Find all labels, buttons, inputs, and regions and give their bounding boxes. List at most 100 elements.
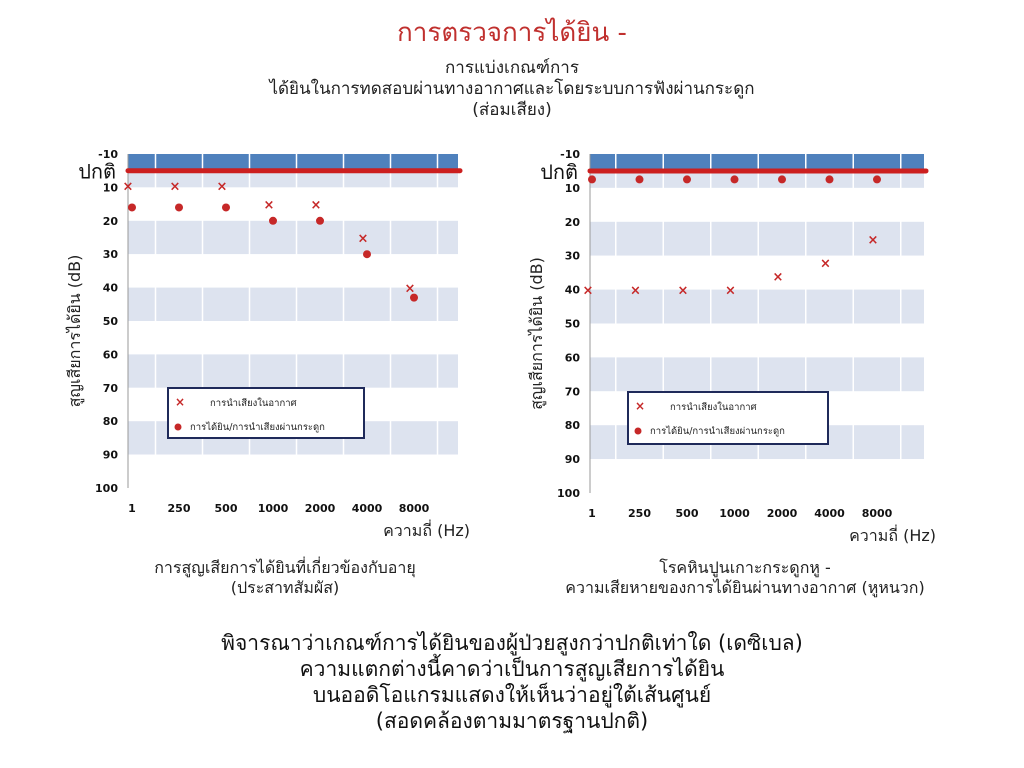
- page-subtitle: การแบ่งเกณฑ์การ ได้ยินในการทดสอบผ่านทางอ…: [0, 58, 1024, 121]
- y-tick-label: -10: [98, 148, 118, 161]
- grid-band: [590, 459, 924, 493]
- x-tick-label: 500: [676, 507, 699, 520]
- y-tick-label: 40: [565, 284, 581, 297]
- x-tick-label: 250: [168, 502, 191, 515]
- bone-conduction-point: [410, 293, 418, 302]
- air-conduction-point: ×: [630, 284, 641, 299]
- air-conduction-point: ×: [217, 180, 228, 195]
- grid-band: [128, 287, 458, 321]
- bone-conduction-point: [683, 175, 691, 184]
- air-conduction-point: ×: [868, 233, 879, 248]
- y-tick-label: 90: [565, 453, 581, 466]
- explanation-line-4: (สอดคล้องตามมาตรฐานปกติ): [375, 709, 649, 733]
- y-tick-label: -10: [560, 148, 580, 161]
- normal-line-label: ปกติ: [540, 160, 578, 184]
- caption-left-line-1: การสูญเสียการได้ยินที่เกี่ยวข้องกับอายุ: [154, 558, 416, 577]
- x-tick-label: 4000: [352, 502, 383, 515]
- legend-label: การนำเสียงในอากาศ: [670, 401, 757, 413]
- air-conduction-point: ×: [311, 198, 322, 213]
- y-tick-label: 10: [565, 182, 581, 195]
- caption-right: โรคหินปูนเกาะกระดูกหู - ความเสียหายของกา…: [520, 558, 970, 598]
- audiogram-chart-left: -10 10 20 30 40 50 60 70 80 90 100 1 250 500 1000 2000 4…: [65, 148, 470, 540]
- bone-conduction-point: [222, 203, 230, 212]
- air-conduction-point: ×: [123, 180, 134, 195]
- grid-band: [590, 255, 924, 290]
- grid-band: [590, 221, 924, 256]
- x-tick-label: 1000: [258, 502, 289, 515]
- x-tick-label: 1: [588, 507, 596, 520]
- bone-conduction-point: [730, 175, 739, 184]
- subtitle-line-1: การแบ่งเกณฑ์การ: [445, 58, 579, 78]
- x-tick-label: 500: [215, 502, 238, 515]
- page-title: การตรวจการได้ยิน -: [397, 18, 627, 48]
- caption-right-line-2: ความเสียหายของการได้ยินผ่านทางอากาศ (หูห…: [565, 578, 925, 597]
- grid-band: [128, 454, 458, 488]
- air-conduction-point: ×: [583, 284, 594, 299]
- x-tick-label: 8000: [862, 507, 893, 520]
- grid-band: [590, 323, 924, 358]
- legend-label: การได้ยิน/การนำเสียงผ่านกระดูก: [190, 421, 325, 433]
- normal-range-band: [590, 154, 924, 171]
- legend-x-marker: ×: [175, 395, 185, 409]
- y-tick-label: 70: [565, 385, 581, 398]
- x-tick-label: 1000: [719, 507, 750, 520]
- legend-box: [627, 391, 829, 445]
- caption-left: การสูญเสียการได้ยินที่เกี่ยวข้องกับอายุ …: [80, 558, 490, 598]
- air-conduction-point: ×: [264, 198, 275, 213]
- y-tick-label: 60: [103, 348, 119, 361]
- air-conduction-point: ×: [170, 180, 181, 195]
- grid-band: [128, 220, 458, 255]
- y-tick-label: 20: [565, 216, 581, 229]
- bone-conduction-point: [825, 175, 834, 184]
- y-tick-label: 100: [557, 487, 580, 500]
- y-tick-label: 80: [103, 415, 119, 428]
- air-conduction-point: ×: [405, 282, 416, 297]
- y-tick-label: 90: [103, 449, 119, 462]
- bone-conduction-point: [873, 175, 881, 184]
- legend-label: การได้ยิน/การนำเสียงผ่านกระดูก: [650, 425, 785, 437]
- x-axis-label: ความถี่ (Hz): [849, 524, 936, 545]
- caption-left-line-2: (ประสาทสัมผัส): [230, 578, 340, 597]
- grid-band: [590, 289, 924, 324]
- grid-band: [128, 354, 458, 388]
- normal-line-label: ปกติ: [78, 160, 116, 184]
- y-tick-label: 30: [103, 248, 119, 261]
- y-tick-label: 50: [565, 318, 581, 331]
- y-axis-label: สูญเสียการได้ยิน (dB): [527, 257, 547, 410]
- audiogram-chart-right: -10 10 20 30 40 50 60 70 80 90 100 1 250 500 1000 2000 4…: [527, 148, 936, 545]
- explanation-line-2: ความแตกต่างนี้คาดว่าเป็นการสูญเสียการได้…: [299, 657, 725, 681]
- grid-band: [128, 321, 458, 355]
- legend-x-marker: ×: [635, 399, 645, 413]
- y-tick-label: 60: [565, 351, 581, 364]
- air-conduction-point: ×: [358, 232, 369, 247]
- x-tick-label: 8000: [399, 502, 430, 515]
- air-conduction-point: ×: [773, 270, 784, 285]
- y-tick-label: 70: [103, 382, 119, 395]
- x-tick-label: 2000: [305, 502, 336, 515]
- y-tick-label: 80: [565, 419, 581, 432]
- air-conduction-point: ×: [678, 284, 689, 299]
- normal-range-band: [128, 154, 458, 171]
- y-tick-label: 50: [103, 315, 119, 328]
- x-axis-label: ความถี่ (Hz): [383, 519, 470, 540]
- bone-conduction-point: [175, 203, 183, 212]
- grid-band: [128, 170, 458, 188]
- explanation-line-1: พิจารณาว่าเกณฑ์การได้ยินของผู้ป่วยสูงกว่…: [221, 631, 803, 655]
- grid-band: [590, 187, 924, 222]
- x-tick-label: 4000: [814, 507, 845, 520]
- bone-conduction-point: [128, 203, 136, 212]
- legend-circle-marker: [174, 423, 182, 431]
- x-tick-label: 1: [128, 502, 136, 515]
- caption-right-line-1: โรคหินปูนเกาะกระดูกหู -: [659, 558, 831, 577]
- grid-band: [128, 254, 458, 288]
- grid-band: [128, 187, 458, 221]
- air-conduction-point: ×: [820, 256, 831, 271]
- bone-conduction-point: [269, 216, 277, 225]
- y-tick-label: 10: [103, 181, 119, 194]
- chart-legend: × การนำเสียงในอากาศการได้ยิน/การนำเสียงผ่…: [627, 391, 829, 445]
- chart-legend: × การนำเสียงในอากาศการได้ยิน/การนำเสียงผ่…: [167, 387, 365, 439]
- bone-conduction-point: [635, 175, 644, 184]
- x-tick-label: 2000: [767, 507, 798, 520]
- explanation-text: พิจารณาว่าเกณฑ์การได้ยินของผู้ป่วยสูงกว่…: [0, 630, 1024, 734]
- legend-label: การนำเสียงในอากาศ: [210, 397, 297, 409]
